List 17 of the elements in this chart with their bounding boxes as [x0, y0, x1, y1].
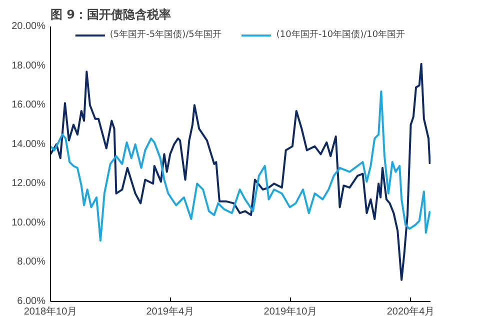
legend-label: (10年国开-10年国债)/10年国开 [276, 28, 406, 41]
x-tick-label: 2018年10月 [24, 306, 78, 318]
x-tick-label: 2020年4月 [386, 306, 435, 318]
line-series [50, 62, 430, 281]
legend-label: (5年国开-5年国债)/5年国开 [110, 28, 222, 41]
y-tick-label: 6.00% [17, 296, 46, 307]
y-tick-label: 18.00% [12, 60, 46, 72]
y-tick-label: 10.00% [12, 217, 46, 228]
y-tick-label: 20.00% [12, 21, 46, 32]
chart-title: 图 9：国开债隐含税率 [50, 8, 172, 22]
y-tick-label: 8.00% [17, 256, 46, 268]
y-tick-label: 14.00% [12, 138, 46, 150]
line-series [50, 90, 430, 242]
y-tick-label: 16.00% [12, 100, 46, 111]
y-tick-label: 12.00% [12, 178, 46, 190]
x-tick-label: 2019年4月 [146, 306, 194, 318]
x-tick-label: 2019年10月 [264, 306, 318, 318]
